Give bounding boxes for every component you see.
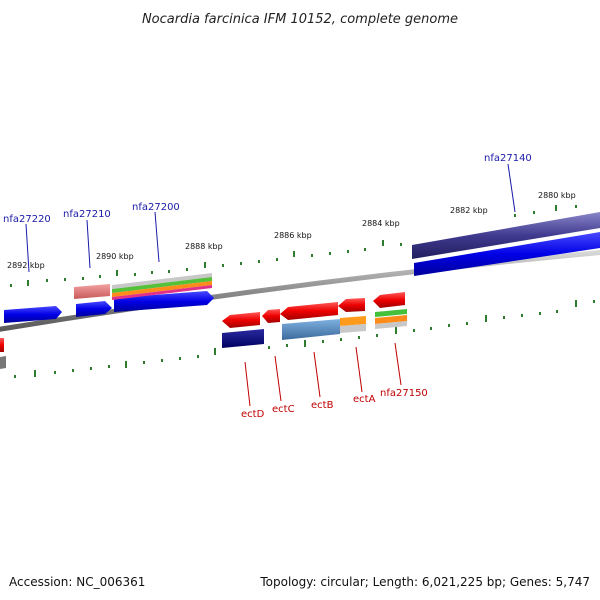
annotation-bar-orange — [340, 316, 366, 326]
gene-arrow-forward[interactable] — [76, 301, 112, 317]
annotation-bar-navy — [222, 329, 264, 348]
ruler-label: 2884 kbp — [362, 219, 400, 228]
gene-arrow-reverse[interactable] — [222, 312, 260, 328]
gene-arrow-reverse[interactable] — [0, 338, 4, 352]
annotation-bar-green — [375, 309, 407, 317]
top-label-leaders — [25, 163, 516, 273]
annotation-bar-grey — [340, 324, 366, 333]
gene-arrow-reverse[interactable] — [338, 298, 365, 312]
annotation-bar-pink — [74, 284, 110, 299]
gene-label[interactable]: nfa27150 — [380, 388, 428, 399]
gene-label[interactable]: ectD — [241, 409, 265, 420]
gene-label[interactable]: nfa27200 — [132, 202, 180, 213]
annotation-bar-grey — [375, 321, 407, 329]
ruler-label: 2892 kbp — [7, 261, 45, 270]
annotation-bar-grey — [112, 273, 212, 289]
outer-tick-track — [10, 205, 577, 287]
ruler-label: 2886 kbp — [274, 231, 312, 240]
gene-label[interactable]: ectB — [311, 400, 334, 411]
annotation-bar-magenta — [112, 285, 212, 300]
ruler-label: 2888 kbp — [185, 242, 223, 251]
ruler-label: 2880 kbp — [538, 191, 576, 200]
annotation-bar-green — [112, 277, 212, 293]
top-gene-labels: nfa27220 nfa27210 nfa27200 nfa27140 — [3, 153, 532, 225]
map-title: Nocardia farcinica IFM 10152, complete g… — [142, 12, 458, 27]
gene-label[interactable]: nfa27140 — [484, 153, 532, 164]
gene-arrow-reverse[interactable] — [373, 292, 405, 308]
gene-arrow-reverse[interactable] — [262, 309, 280, 323]
ruler-labels: 2892 kbp 2890 kbp 2888 kbp 2886 kbp 2884… — [7, 191, 576, 270]
ruler-label: 2882 kbp — [450, 206, 488, 215]
gene-label[interactable]: ectC — [272, 404, 295, 415]
genome-stats-text: Topology: circular; Length: 6,021,225 bp… — [259, 575, 590, 589]
bottom-gene-labels: ectD ectC ectB ectA nfa27150 — [241, 388, 428, 420]
annotation-bar-steel — [282, 319, 340, 340]
annotation-bar-grey — [0, 356, 6, 369]
reverse-strand-genes — [0, 292, 407, 369]
gene-label[interactable]: nfa27220 — [3, 214, 51, 225]
gene-label[interactable]: nfa27210 — [63, 209, 111, 220]
ruler-label: 2890 kbp — [96, 252, 134, 261]
gene-arrow-reverse[interactable] — [280, 302, 338, 320]
annotation-bar-orange — [112, 281, 212, 297]
gene-label[interactable]: ectA — [353, 394, 376, 405]
inner-tick-track — [14, 300, 595, 378]
forward-strand-genes — [4, 212, 600, 323]
gene-arrow-forward[interactable] — [414, 232, 600, 276]
annotation-bar-purple — [412, 212, 600, 259]
bottom-label-leaders — [244, 342, 402, 407]
gene-arrow-forward[interactable] — [4, 306, 62, 323]
accession-text: Accession: NC_006361 — [9, 575, 145, 589]
